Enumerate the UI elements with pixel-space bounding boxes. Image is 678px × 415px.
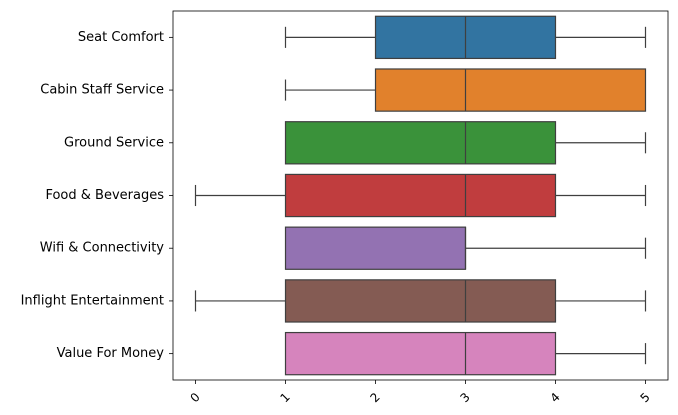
box bbox=[284, 331, 557, 376]
x-tick-label: 0 bbox=[187, 390, 202, 405]
box bbox=[284, 173, 557, 218]
category-label: Seat Comfort bbox=[78, 30, 164, 45]
plot-frame bbox=[172, 10, 669, 381]
category-label: Wifi & Connectivity bbox=[40, 241, 165, 256]
x-tick-label: 2 bbox=[367, 390, 382, 405]
box bbox=[284, 121, 557, 165]
y-axis: Seat Comfort Cabin Staff Service Ground Se… bbox=[21, 30, 173, 361]
x-axis: 0 1 2 3 4 5 bbox=[187, 380, 653, 405]
category-label: Food & Beverages bbox=[45, 188, 164, 203]
category-label: Cabin Staff Service bbox=[40, 83, 164, 98]
category-label: Inflight Entertainment bbox=[21, 293, 164, 308]
x-tick-label: 3 bbox=[457, 390, 472, 405]
x-tick-label: 1 bbox=[277, 390, 292, 405]
category-label: Ground Service bbox=[64, 135, 164, 150]
box-group bbox=[194, 279, 647, 323]
box-group bbox=[194, 173, 647, 218]
box-group bbox=[284, 331, 647, 376]
box bbox=[284, 279, 557, 323]
box-group bbox=[284, 15, 647, 60]
category-label: Value For Money bbox=[57, 346, 165, 361]
x-tick-label: 4 bbox=[547, 390, 562, 405]
box bbox=[284, 226, 467, 270]
box-group bbox=[284, 226, 647, 270]
boxes-layer bbox=[194, 15, 647, 376]
box-group bbox=[284, 68, 647, 112]
box-group bbox=[284, 121, 647, 165]
x-tick-label: 5 bbox=[637, 390, 652, 405]
box bbox=[374, 68, 647, 112]
